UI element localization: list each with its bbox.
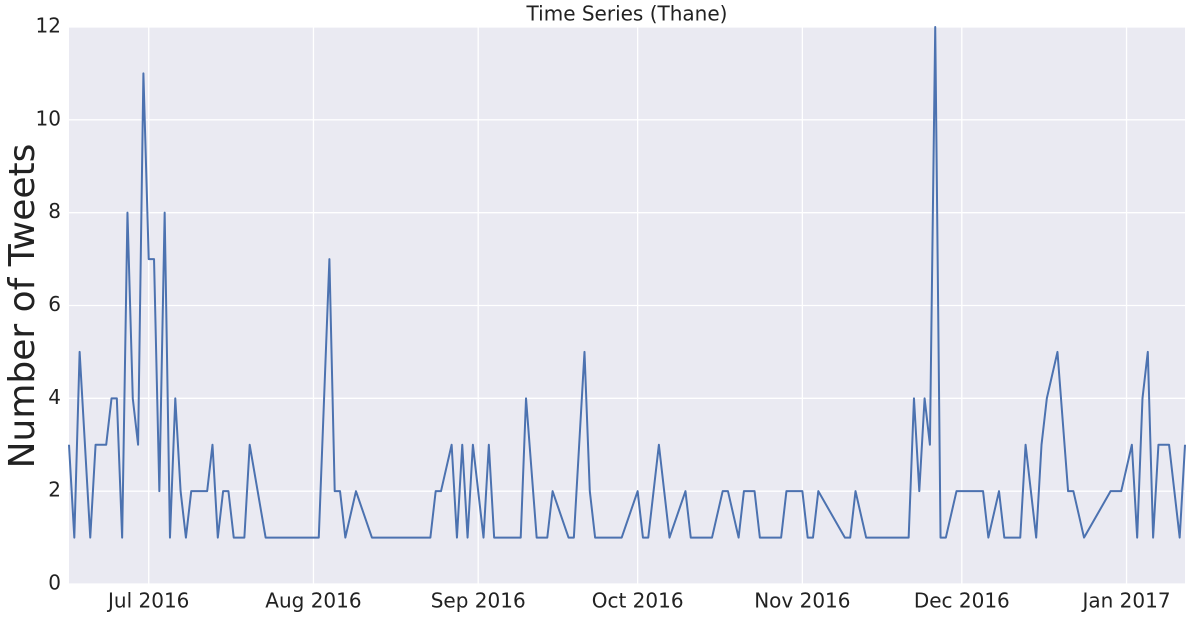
y-axis-label: Number of Tweets	[2, 144, 43, 469]
y-tick-label: 2	[48, 478, 61, 502]
y-tick-label: 12	[36, 14, 61, 38]
x-tick-label: Sep 2016	[431, 589, 526, 613]
y-tick-label: 0	[48, 571, 61, 595]
y-tick-label: 4	[48, 385, 61, 409]
y-tick-label: 6	[48, 292, 61, 316]
x-tick-label: Oct 2016	[592, 589, 684, 613]
x-tick-label: Aug 2016	[265, 589, 361, 613]
x-tick-label: Dec 2016	[914, 589, 1010, 613]
chart-title: Time Series (Thane)	[526, 2, 728, 26]
data-line	[68, 26, 1186, 539]
x-tick-label: Jan 2017	[1080, 589, 1170, 613]
x-tick-label: Jul 2016	[106, 589, 189, 613]
y-tick-label: 10	[36, 106, 61, 130]
x-tick-label: Nov 2016	[754, 589, 850, 613]
y-tick-label: 8	[48, 199, 61, 223]
